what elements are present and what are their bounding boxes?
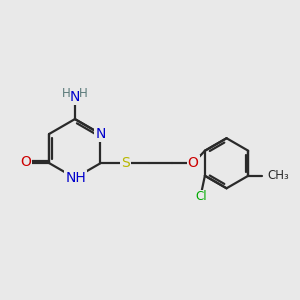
Text: CH₃: CH₃ <box>267 169 289 182</box>
Text: O: O <box>20 155 31 169</box>
Text: N: N <box>95 127 106 141</box>
Text: H: H <box>62 87 71 100</box>
Text: NH: NH <box>65 171 86 185</box>
Text: O: O <box>188 156 199 170</box>
Text: Cl: Cl <box>196 190 207 203</box>
Text: S: S <box>121 156 130 170</box>
Text: H: H <box>79 87 88 100</box>
Text: N: N <box>70 90 80 104</box>
